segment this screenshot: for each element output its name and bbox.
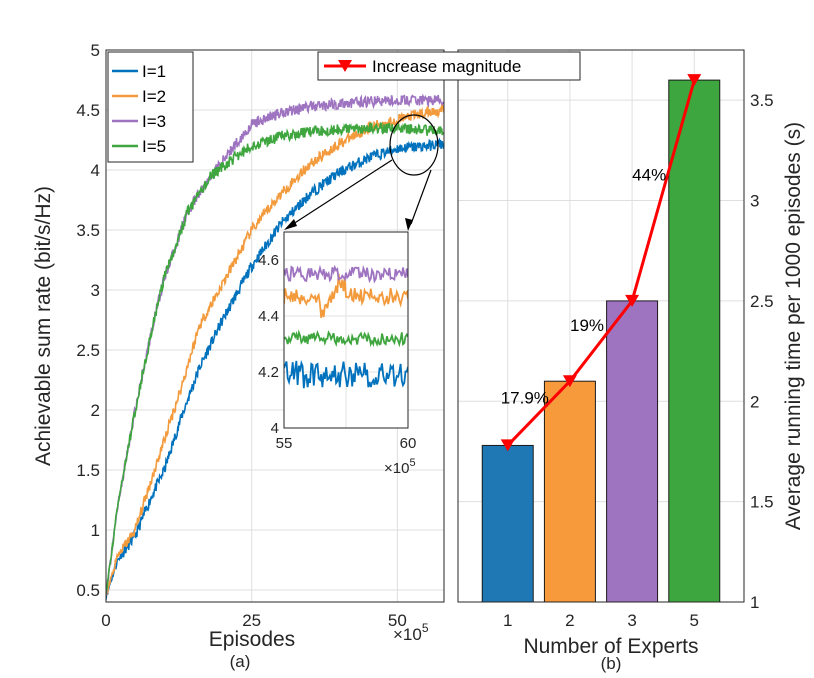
panel-a-xtick-label: 25: [242, 611, 261, 630]
panel-a-ytick-label: 1.5: [76, 461, 100, 480]
panel-b-ytick-label: 1: [750, 593, 759, 612]
panel-a-xtick-label: 0: [101, 611, 110, 630]
panel-a-inset: 4 4.2 4.4 4.6 55 60 ×105: [258, 231, 417, 477]
increase-marker: [625, 294, 640, 307]
zoom-arrow-left-head: [284, 219, 297, 230]
bar-experts-1: [481, 444, 534, 603]
panel-b-ytick-label: 2.5: [750, 292, 774, 311]
panel-a-axes-box: [105, 49, 445, 603]
panel-a-chart: 0.511.522.533.544.550 25 50 Episodes ×105 …: [32, 41, 445, 671]
inset-line-I1: [284, 359, 408, 389]
panel-b-annotations: 17.9% 19% 44%: [501, 166, 666, 408]
panel-b-xtick-label: 3: [627, 611, 636, 630]
panel-a-xtick-label: 50: [388, 611, 407, 630]
panel-a-ytick-label: 2.5: [76, 341, 100, 360]
legend-a-label: I=5: [142, 137, 166, 156]
panel-a-ytick-label: 1: [91, 521, 100, 540]
legend-a-label: I=1: [142, 62, 166, 81]
panel-a-lines: [106, 93, 444, 600]
panel-a-ytick-label: 2: [91, 401, 100, 420]
panel-b-increase-line: [500, 74, 702, 452]
series-line-I1: [106, 137, 444, 600]
increase-annotation-label: 44%: [632, 166, 666, 185]
panel-b-ytick-label: 1.5: [750, 493, 774, 512]
zoom-region-ellipse: [389, 114, 439, 176]
panel-b-ytick-label: 2: [750, 392, 759, 411]
panel-b-xtick-label: 1: [503, 611, 512, 630]
inset-line-I5: [284, 329, 408, 348]
panel-b-xlabel: Number of Experts: [523, 635, 698, 658]
panel-b-xtick-label: 2: [565, 611, 574, 630]
legend-b-label: Increase magnitude: [372, 57, 521, 76]
legend-b-marker: [338, 60, 352, 72]
panel-a-xlabel: Episodes: [209, 628, 295, 651]
panel-b-ticks: 1 1.5 2 2.5 3 3.5 1 2 3 5: [503, 91, 774, 630]
inset-ytick-label: 4: [271, 420, 279, 437]
legend-a-label: I=3: [142, 112, 166, 131]
panel-b-ylabel: Average running time per 1000 episodes (…: [782, 122, 805, 530]
panel-b-caption: (b): [601, 654, 622, 673]
increase-magnitude-line: [506, 79, 696, 447]
panel-a-ytick-label: 4.5: [76, 101, 100, 120]
panel-b-axes-box: [457, 49, 745, 603]
inset-ytick-label: 4.4: [258, 308, 279, 325]
panel-b-xtick-label: 5: [690, 611, 699, 630]
panel-a-ylabel: Achievable sum rate (bit/s/Hz): [32, 186, 55, 466]
zoom-arrow-right: [410, 169, 432, 225]
panel-b-bars: [481, 79, 721, 603]
panel-a-ytick-label: 4: [91, 161, 100, 180]
zoom-arrow-left: [289, 159, 393, 227]
panel-b-legend: Increase magnitude: [317, 51, 581, 81]
inset-ytick-label: 4.6: [258, 252, 279, 269]
bar-experts-3: [606, 300, 659, 603]
inset-line-I3: [284, 264, 408, 284]
increase-marker: [687, 74, 702, 87]
bar-experts-5: [668, 79, 721, 603]
inset-xtick-label: 55: [276, 435, 293, 452]
panel-b-ytick-label: 3.5: [750, 91, 774, 110]
zoom-arrow-right-head: [405, 218, 413, 231]
panel-a-legend: I=1 I=2 I=3 I=5: [107, 51, 194, 163]
panel-b-ytick-label: 3: [750, 192, 759, 211]
panel-a-caption: (a): [230, 652, 251, 671]
panel-a-ytick-label: 3: [91, 281, 100, 300]
panel-a-ticks: 0.511.522.533.544.550 25 50: [76, 41, 406, 630]
legend-a-label: I=2: [142, 87, 166, 106]
increase-marker: [500, 439, 515, 452]
panel-b-chart: 1 1.5 2 2.5 3 3.5 1 2 3 5 17.9% 19% 44% Number of E…: [317, 49, 805, 673]
inset-xtick-label: 60: [400, 435, 417, 452]
series-line-I5: [106, 122, 444, 595]
inset-line-I2: [284, 273, 408, 319]
increase-annotation-label: 19%: [570, 316, 604, 335]
panel-a-x-exponent: ×105: [393, 621, 429, 644]
bar-experts-2: [543, 380, 596, 603]
inset-ytick-label: 4.2: [258, 364, 279, 381]
increase-annotation-label: 17.9%: [501, 388, 549, 407]
panel-a-ytick-label: 5: [91, 41, 100, 60]
increase-marker: [562, 375, 577, 388]
panel-a-ytick-label: 3.5: [76, 221, 100, 240]
panel-a-ytick-label: 0.5: [76, 581, 100, 600]
inset-x-exponent: ×105: [384, 457, 416, 477]
